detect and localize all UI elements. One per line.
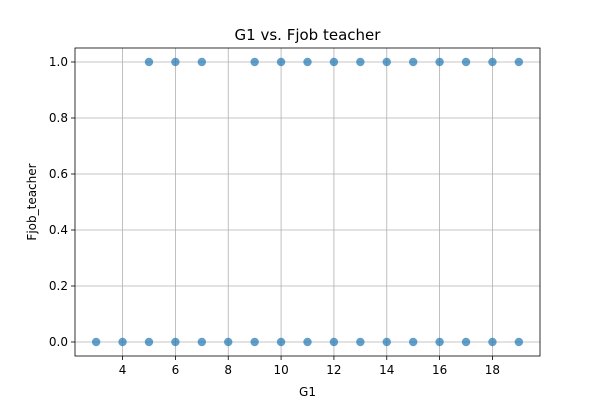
data-point <box>303 57 312 67</box>
data-point <box>356 57 365 67</box>
data-point <box>91 337 101 347</box>
data-point <box>250 337 259 347</box>
data-point <box>250 57 259 67</box>
data-point <box>303 337 312 347</box>
x-tick-label: 12 <box>326 363 341 377</box>
y-tick-label: 0.2 <box>49 279 68 293</box>
data-point <box>514 57 524 67</box>
x-tick-label: 14 <box>379 363 394 377</box>
data-point <box>514 337 524 347</box>
data-point <box>461 57 471 67</box>
y-tick-label: 0.4 <box>49 223 68 237</box>
data-point <box>171 57 180 67</box>
data-point <box>488 337 497 347</box>
grid <box>75 48 540 356</box>
chart-title: G1 vs. Fjob teacher <box>235 26 382 44</box>
x-tick-label: 6 <box>172 363 180 377</box>
data-point <box>329 57 339 67</box>
x-tick-label: 10 <box>273 363 288 377</box>
x-axis-label: G1 <box>299 385 316 399</box>
data-point <box>197 337 207 347</box>
data-point <box>356 337 365 347</box>
x-axis: 4 6 8 10 12 14 16 18 <box>119 356 500 377</box>
data-point <box>224 337 233 347</box>
data-point <box>382 57 391 67</box>
y-tick-label: 0.0 <box>49 335 68 349</box>
data-point <box>144 57 154 67</box>
data-point <box>329 337 339 347</box>
y-axis-label: Fjob_teacher <box>25 163 39 240</box>
data-point <box>197 57 207 67</box>
data-point <box>276 337 286 347</box>
data-point <box>382 337 391 347</box>
data-point <box>488 57 497 67</box>
data-point <box>408 57 418 67</box>
data-point <box>144 337 154 347</box>
x-tick-label: 4 <box>119 363 127 377</box>
data-point <box>408 337 418 347</box>
data-point <box>171 337 180 347</box>
data-point <box>435 57 444 67</box>
y-tick-label: 1.0 <box>49 55 68 69</box>
y-tick-label: 0.6 <box>49 167 68 181</box>
data-point <box>435 337 444 347</box>
x-tick-label: 8 <box>224 363 232 377</box>
y-tick-label: 0.8 <box>49 111 68 125</box>
x-tick-label: 18 <box>485 363 500 377</box>
data-points <box>91 57 524 347</box>
data-point <box>461 337 471 347</box>
data-point <box>118 337 127 347</box>
data-point <box>276 57 286 67</box>
x-tick-label: 16 <box>432 363 447 377</box>
y-axis: 0.0 0.2 0.4 0.6 0.8 1.0 <box>49 55 75 349</box>
plot-frame <box>74 47 541 357</box>
